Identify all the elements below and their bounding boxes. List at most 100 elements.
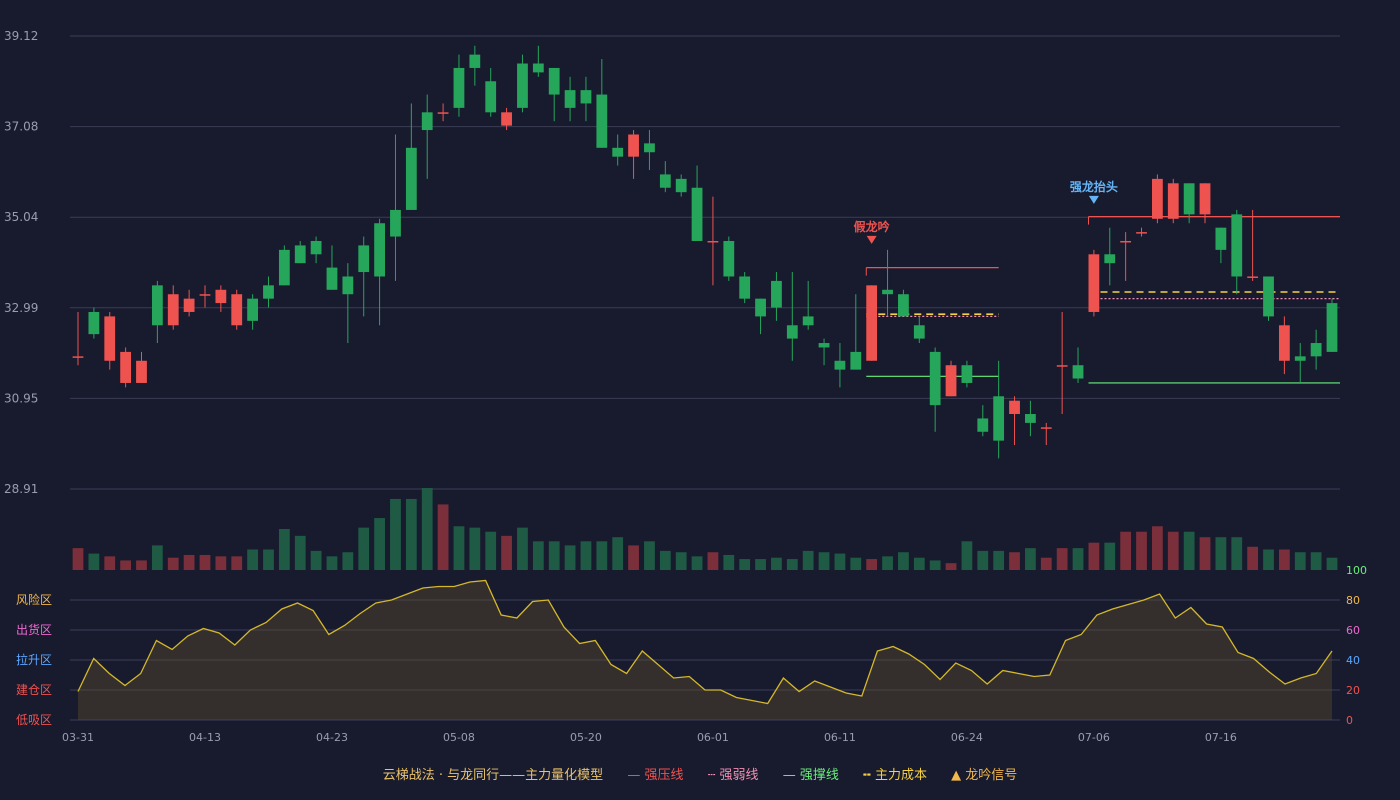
candle-body (850, 351, 862, 370)
candle-body (548, 67, 560, 95)
candle-body (1009, 400, 1020, 415)
legend-strong-support[interactable]: — 强撑线 (782, 768, 839, 783)
candle-body (834, 360, 846, 370)
candle-body (1199, 183, 1211, 215)
candle-body (898, 294, 909, 317)
candle-body (104, 316, 116, 361)
osc-zone-label: 风险区 (16, 592, 52, 607)
candle-body (1294, 356, 1306, 361)
volume-bar (167, 557, 179, 570)
candle-body (278, 249, 290, 286)
osc-zone-label: 拉升区 (16, 652, 52, 667)
osc-area (78, 580, 1332, 720)
volume-bar (786, 559, 798, 570)
volume-bar (1025, 548, 1036, 570)
candle-body (580, 90, 592, 104)
volume-bar (882, 556, 893, 570)
volume-bar (628, 545, 639, 570)
candle-body (977, 418, 989, 432)
candle-body (1025, 414, 1036, 423)
candle-body (405, 147, 417, 210)
candle-body (659, 174, 671, 188)
candle-body (691, 187, 703, 241)
candle-body (1263, 276, 1274, 317)
osc-tick-label: 100 (1346, 564, 1367, 577)
x-tick-label: 04-23 (316, 731, 348, 744)
candle-body (517, 63, 528, 108)
x-tick-label: 07-06 (1078, 731, 1110, 744)
candle-body (644, 143, 655, 153)
x-tick-label: 04-13 (189, 731, 221, 744)
volume-bar (421, 488, 433, 570)
candle-body (326, 267, 338, 290)
candle-body (501, 112, 512, 126)
candle-body (1151, 178, 1163, 219)
volume-bar (1231, 537, 1243, 570)
price-tick-label: 39.12 (4, 29, 38, 43)
candle-body (136, 360, 147, 383)
candle-body (945, 365, 957, 397)
volume-bar (247, 549, 259, 570)
price-tick-label: 32.99 (4, 301, 38, 315)
candle-body (929, 351, 941, 406)
candle-body (1278, 325, 1290, 361)
candle-body (310, 240, 322, 255)
volume-bar (691, 556, 703, 570)
volume-bar (707, 552, 719, 570)
candle-body (564, 90, 576, 108)
candle-body (739, 276, 751, 299)
volume-bar (1151, 526, 1163, 570)
candle-body (866, 285, 878, 361)
volume-bar (215, 556, 227, 570)
volume-bar (1310, 552, 1322, 570)
volume-bar (644, 541, 655, 570)
legend-strong-weak[interactable]: ┄ 强弱线 (707, 768, 759, 783)
candle-body (485, 81, 497, 113)
volume-bar (898, 552, 909, 570)
candle-body (215, 289, 227, 304)
candle-body (88, 311, 100, 335)
volume-bar (612, 537, 624, 570)
candle-body (1231, 214, 1243, 277)
candle-body (786, 325, 798, 339)
volume-bar (501, 535, 512, 570)
osc-tick-label: 0 (1346, 714, 1353, 727)
volume-bar (88, 553, 100, 570)
volume-bar (564, 545, 576, 570)
volume-bar (548, 541, 560, 570)
volume-bar (1120, 531, 1132, 570)
candle-body (183, 298, 195, 312)
volume-bar (1136, 531, 1147, 570)
volume-bar (151, 545, 163, 570)
x-tick-label: 05-20 (570, 731, 602, 744)
volume-bar (1215, 537, 1227, 570)
x-tick-label: 06-11 (824, 731, 856, 744)
volume-bar (342, 552, 354, 570)
volume-bar (231, 556, 243, 570)
signal-label: 假龙吟 (854, 219, 890, 234)
legend-dragon-signal[interactable]: ▲ 龙吟信号 (951, 768, 1018, 783)
price-tick-label: 37.08 (4, 120, 38, 134)
osc-tick-label: 80 (1346, 594, 1360, 607)
volume-bar (437, 504, 449, 570)
volume-bar (453, 526, 465, 570)
chart-legend: 云梯战法 · 与龙同行——主力量化模型 — 强压线 ┄ 强弱线 — 强撑线 ╍ … (0, 764, 1400, 783)
candle-body (1183, 183, 1195, 215)
x-tick-label: 07-16 (1205, 731, 1237, 744)
volume-bar (485, 531, 497, 570)
candle-body (596, 94, 608, 148)
volume-bar (771, 557, 782, 570)
candle-body (1136, 232, 1147, 234)
candle-body (453, 67, 465, 108)
candle-body (882, 289, 893, 295)
candle-body (390, 209, 401, 237)
volume-bar (818, 552, 830, 570)
legend-main-cost[interactable]: ╍ 主力成本 (862, 768, 927, 783)
volume-bar (580, 541, 592, 570)
volume-bar (136, 560, 147, 570)
volume-bar (1263, 549, 1274, 570)
volume-bar (1009, 552, 1020, 570)
candle-body (723, 240, 735, 277)
signal-arrow-icon (1088, 195, 1099, 204)
legend-strong-pressure[interactable]: — 强压线 (627, 768, 684, 783)
